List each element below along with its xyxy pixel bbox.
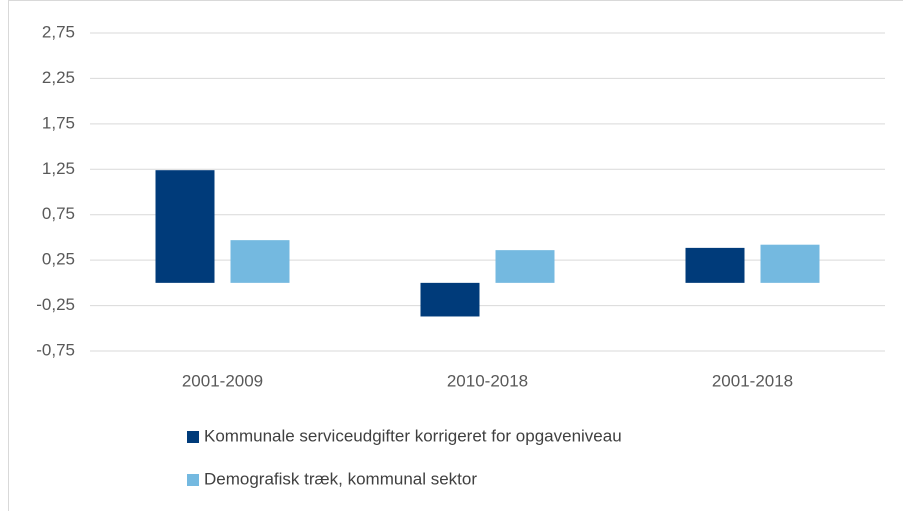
bar bbox=[420, 282, 480, 317]
x-tick-label: 2010-2018 bbox=[447, 371, 528, 390]
y-tick-label: 2,75 bbox=[42, 22, 75, 41]
y-tick-label: 2,25 bbox=[42, 68, 75, 87]
y-tick-label: 0,25 bbox=[42, 250, 75, 269]
y-tick-label: 1,25 bbox=[42, 159, 75, 178]
bar bbox=[685, 247, 745, 283]
bar bbox=[155, 170, 215, 283]
x-tick-label: 2001-2009 bbox=[182, 371, 263, 390]
y-tick-label: 0,75 bbox=[42, 204, 75, 223]
legend-swatch bbox=[187, 474, 199, 486]
legend-text: Kommunale serviceudgifter korrigeret for… bbox=[204, 426, 622, 445]
chart-frame bbox=[8, 0, 903, 511]
y-tick-label: -0,25 bbox=[36, 295, 75, 314]
x-tick-label: 2001-2018 bbox=[712, 371, 793, 390]
y-tick-label: 1,75 bbox=[42, 113, 75, 132]
legend-swatch bbox=[187, 431, 199, 443]
bar bbox=[495, 250, 555, 283]
bar bbox=[760, 244, 820, 283]
legend-text: Demografisk træk, kommunal sektor bbox=[204, 469, 477, 488]
bar bbox=[230, 240, 290, 283]
y-tick-label: -0,75 bbox=[36, 340, 75, 359]
